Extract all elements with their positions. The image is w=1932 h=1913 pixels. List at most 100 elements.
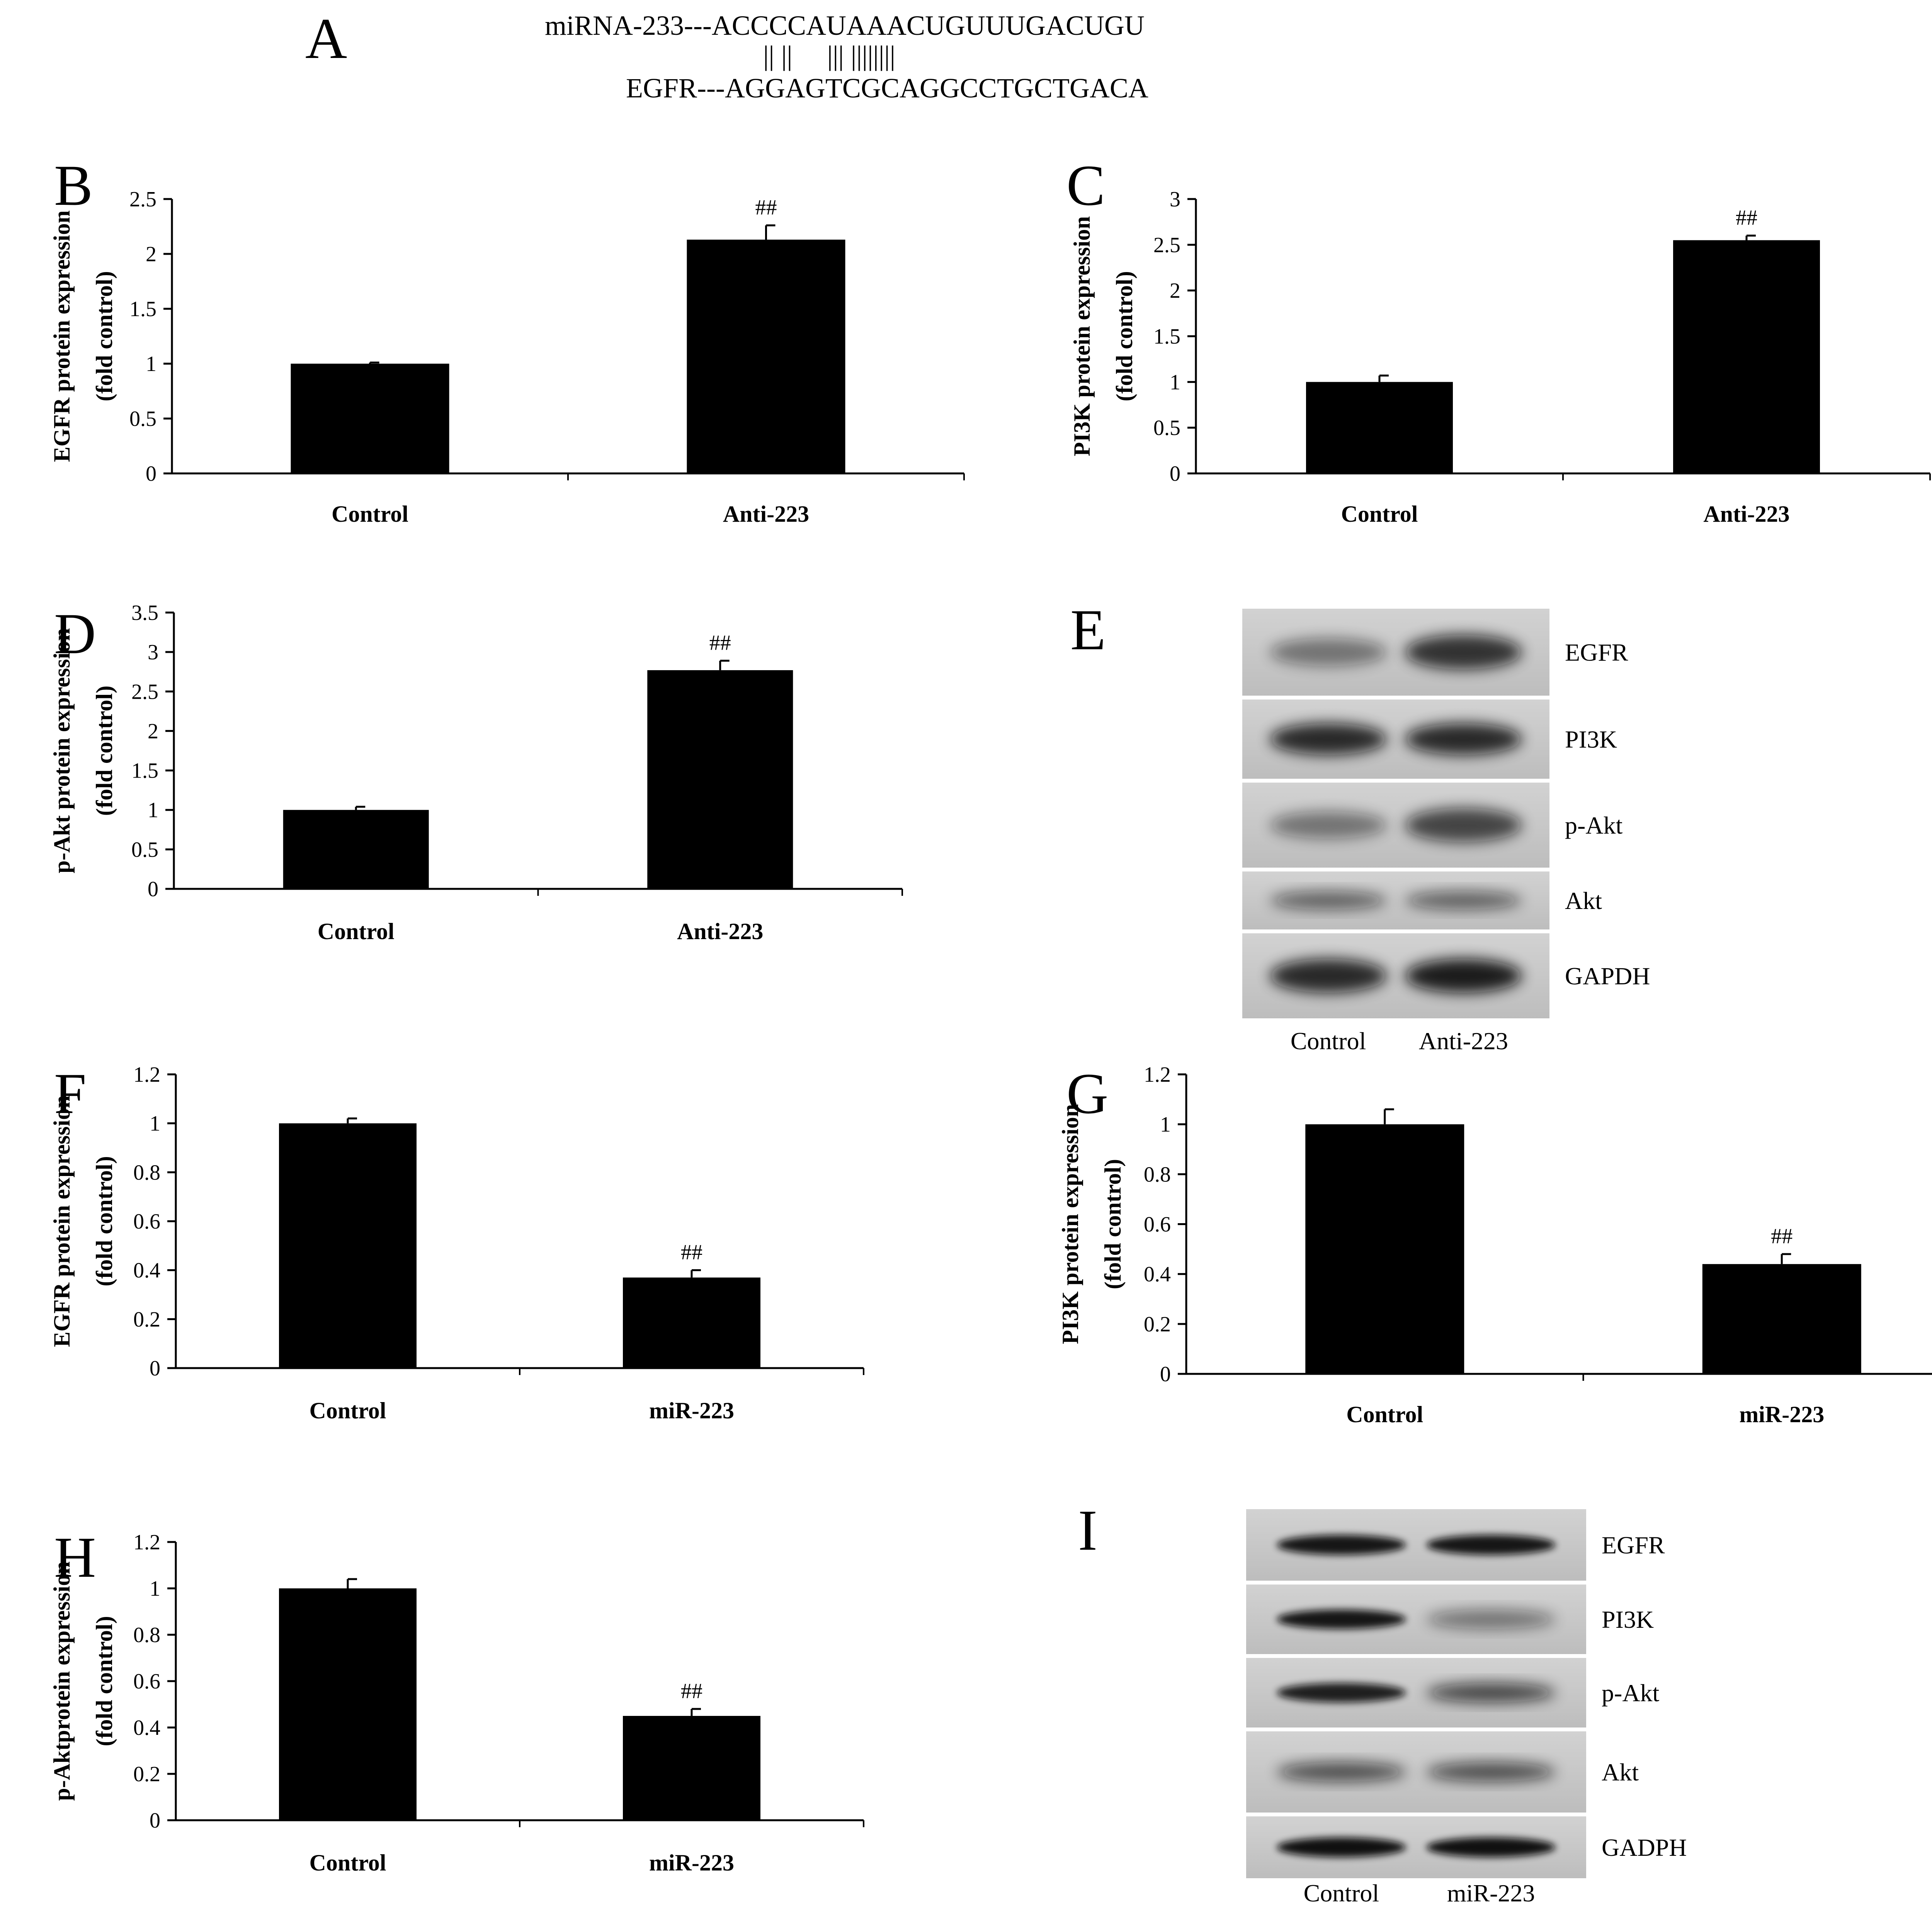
y-tick-label-g: 0.4 xyxy=(1144,1263,1171,1287)
blot-protein-label-i: Akt xyxy=(1602,1758,1639,1786)
blot-protein-label-e: EGFR xyxy=(1565,639,1628,666)
chart-b: 0 0.5 1 1.5 2 2.5 Control ## Anti-223 EGFR protei… xyxy=(49,187,965,527)
chart-f: 0 0.2 0.4 0.6 0.8 1 1.2 Control ## miR-223 EGFR pr… xyxy=(49,1063,864,1423)
significance-mark-d: ## xyxy=(709,631,731,655)
y-tick-label-c: 0 xyxy=(1170,462,1180,486)
panel-letter-d: D xyxy=(54,602,96,666)
sequence-alignment: miRNA-233---ACCCCAUAAACUGUUUGACUGU || ||… xyxy=(545,10,1148,104)
blot-band-e xyxy=(1270,891,1387,910)
panel-letter-b: B xyxy=(54,153,93,218)
bar-f-mir-223 xyxy=(623,1277,760,1368)
y-tick-label-h: 0.6 xyxy=(133,1670,160,1693)
blot-protein-label-i: p-Akt xyxy=(1602,1679,1660,1707)
panel-letter-h: H xyxy=(54,1525,96,1590)
blot-protein-label-e: GAPDH xyxy=(1565,962,1650,990)
panel-letter-g: G xyxy=(1066,1062,1108,1126)
chart-d: 0 0.5 1 1.5 2 2.5 3 3.5 Control ## Anti-223 p-Akt p… xyxy=(49,601,903,944)
blot-band-e xyxy=(1405,723,1522,755)
y-tick-label-f: 0.8 xyxy=(133,1161,160,1185)
blot-band-e xyxy=(1270,638,1387,666)
x-category-label-b: Control xyxy=(332,501,408,527)
x-category-label-h: Control xyxy=(310,1850,386,1876)
y-axis-label-g: PI3K protein expression (fold control) xyxy=(1058,1104,1126,1344)
pairing-lines: || || ||| |||||||| xyxy=(763,40,895,71)
y-axis-label-f: EGFR protein expression (fold control) xyxy=(49,1095,117,1347)
x-category-label-d: Anti-223 xyxy=(677,919,763,944)
blot-band-i xyxy=(1277,1683,1406,1703)
y-tick-label-c: 1 xyxy=(1170,370,1180,394)
x-category-label-f: miR-223 xyxy=(649,1398,734,1423)
western-blot-e: EGFR PI3K p-Akt Akt GAPDH Control Anti-223 xyxy=(1242,609,1650,1055)
x-category-label-d: Control xyxy=(318,919,395,944)
y-tick-label-h: 1.2 xyxy=(133,1530,160,1554)
blot-band-i xyxy=(1277,1762,1406,1782)
mirna-sequence: miRNA-233---ACCCCAUAAACUGUUUGACUGU xyxy=(545,10,1145,41)
y-tick-label-b: 0 xyxy=(146,462,156,486)
y-tick-label-h: 0.4 xyxy=(133,1716,160,1740)
y-axis-label-h: p-Aktprotein expression (fold control) xyxy=(49,1561,117,1801)
blot-protein-label-e: p-Akt xyxy=(1565,812,1623,839)
blot-band-e xyxy=(1270,959,1387,993)
y-tick-label-f: 0.6 xyxy=(133,1210,160,1234)
significance-mark-f: ## xyxy=(681,1241,702,1265)
chart-g: 0 0.2 0.4 0.6 0.8 1 1.2 Control ## miR-223 PI3K pr… xyxy=(1058,1063,1932,1427)
bar-g-mir-223 xyxy=(1702,1264,1861,1374)
significance-mark-b: ## xyxy=(755,196,777,220)
blot-band-i xyxy=(1426,1762,1556,1782)
y-tick-label-g: 1.2 xyxy=(1144,1063,1171,1087)
y-tick-label-f: 0 xyxy=(150,1356,160,1380)
blot-band-i xyxy=(1426,1535,1556,1555)
y-tick-label-g: 0.6 xyxy=(1144,1213,1171,1237)
panel-letter-e: E xyxy=(1070,598,1106,662)
x-category-label-g: Control xyxy=(1346,1402,1423,1427)
y-tick-label-g: 0.8 xyxy=(1144,1162,1171,1186)
blot-protein-label-i: GADPH xyxy=(1602,1834,1687,1861)
blot-band-i xyxy=(1277,1837,1406,1857)
y-tick-label-b: 2.5 xyxy=(129,187,156,211)
y-tick-label-d: 1 xyxy=(148,798,158,822)
y-tick-label-f: 1 xyxy=(150,1112,160,1136)
y-tick-label-b: 2 xyxy=(146,242,156,266)
bar-c-control xyxy=(1306,382,1453,473)
blot-protein-label-e: Akt xyxy=(1565,887,1602,914)
egfr-sequence: EGFR---AGGAGTCGCAGGCCTGCTGACA xyxy=(626,73,1148,104)
x-category-label-g: miR-223 xyxy=(1739,1402,1824,1427)
x-category-label-c: Anti-223 xyxy=(1703,501,1789,527)
blot-band-i xyxy=(1426,1609,1556,1629)
bar-h-mir-223 xyxy=(623,1716,760,1820)
y-tick-label-b: 1.5 xyxy=(129,297,156,321)
blot-band-e xyxy=(1405,635,1522,670)
western-blot-i: EGFR PI3K p-Akt Akt GADPH Control miR-223 xyxy=(1246,1509,1687,1907)
significance-mark-h: ## xyxy=(681,1679,702,1703)
y-tick-label-h: 0.2 xyxy=(133,1762,160,1786)
chart-h: 0 0.2 0.4 0.6 0.8 1 1.2 Control ## miR-223 p-Aktpr… xyxy=(49,1530,864,1876)
chart-c: 0 0.5 1 1.5 2 2.5 3 Control ## Anti-223 PI3K prote… xyxy=(1069,187,1931,527)
blot-protein-label-e: PI3K xyxy=(1565,726,1617,753)
bar-b-control xyxy=(291,364,449,473)
y-tick-label-c: 1.5 xyxy=(1153,325,1180,349)
y-tick-label-h: 0 xyxy=(150,1809,160,1833)
blot-band-e xyxy=(1405,891,1522,910)
bar-g-control xyxy=(1305,1124,1464,1374)
blot-band-e xyxy=(1270,811,1387,839)
y-tick-label-b: 0.5 xyxy=(129,407,156,431)
bar-d-control xyxy=(283,810,429,889)
y-tick-label-c: 0.5 xyxy=(1153,416,1180,440)
x-category-label-b: Anti-223 xyxy=(723,501,809,527)
y-tick-label-g: 1 xyxy=(1160,1113,1171,1137)
y-tick-label-g: 0.2 xyxy=(1144,1312,1171,1336)
bar-h-control xyxy=(279,1588,417,1820)
blot-band-i xyxy=(1277,1535,1406,1555)
blot-band-i xyxy=(1277,1609,1406,1629)
panel-letter-a: A xyxy=(305,7,347,71)
y-tick-label-h: 0.8 xyxy=(133,1623,160,1647)
y-tick-label-d: 0 xyxy=(148,877,158,901)
blot-band-e xyxy=(1405,959,1522,993)
blot-lane-label-e: Control xyxy=(1291,1027,1366,1055)
y-axis-label-b: EGFR protein expression (fold control) xyxy=(49,210,117,462)
y-tick-label-g: 0 xyxy=(1160,1362,1171,1386)
y-tick-label-c: 2.5 xyxy=(1153,233,1180,257)
bar-c-anti-223 xyxy=(1673,240,1820,473)
blot-band-e xyxy=(1405,808,1522,842)
